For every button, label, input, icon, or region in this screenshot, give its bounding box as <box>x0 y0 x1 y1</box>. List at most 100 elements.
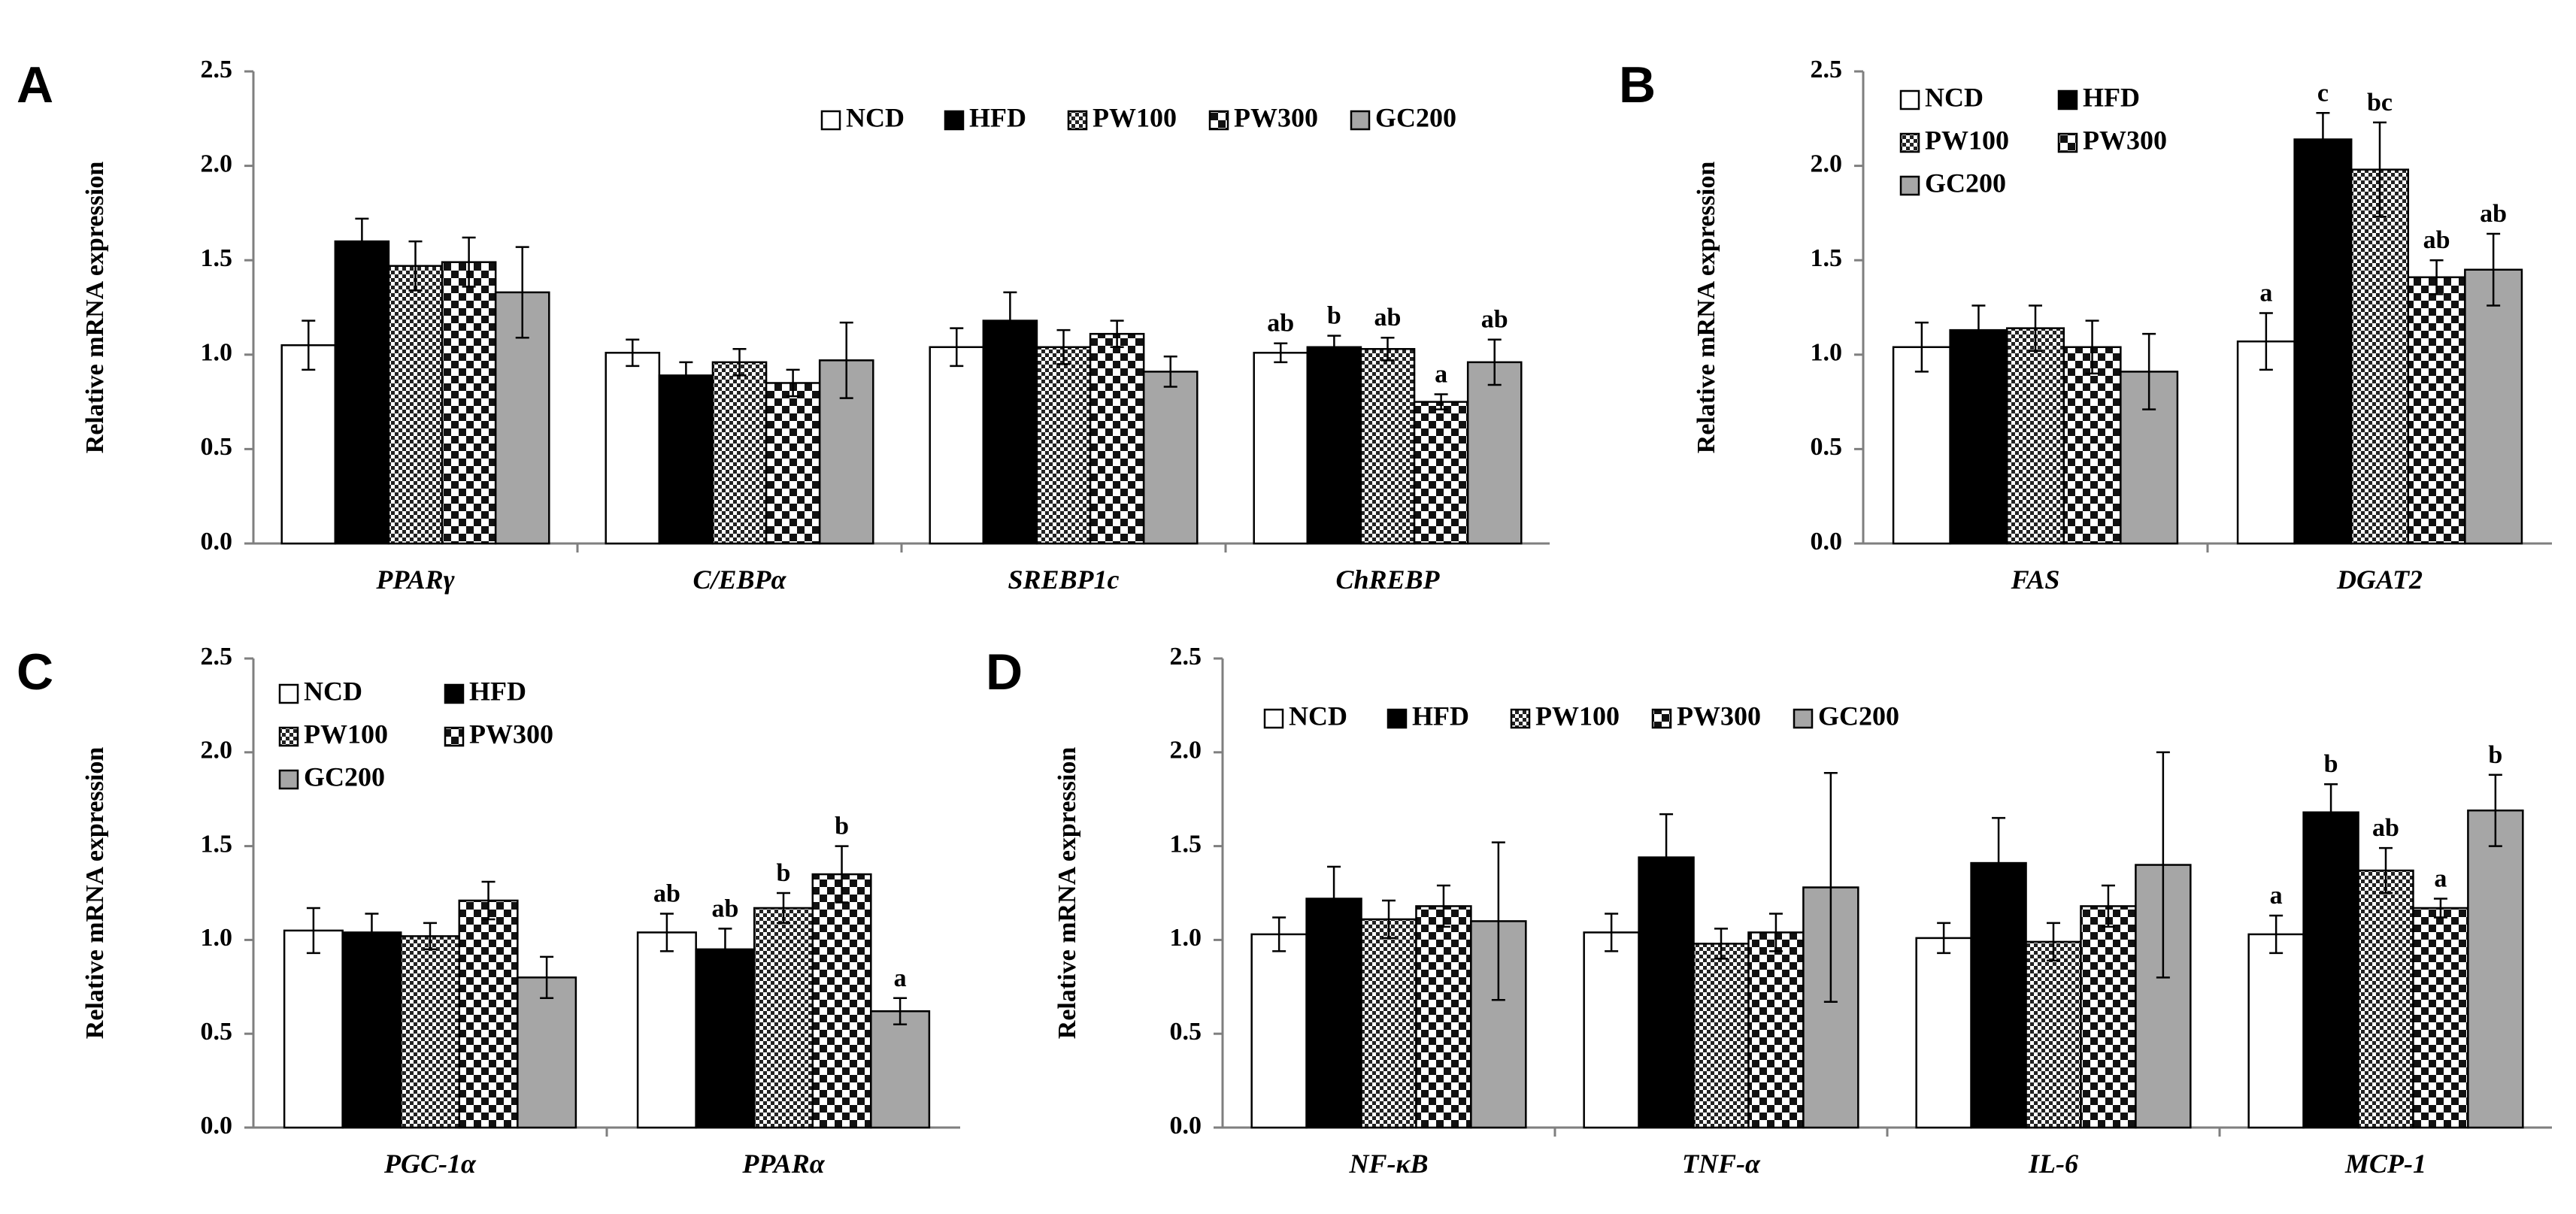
bar-ncd <box>636 931 697 1129</box>
significance-label: b <box>777 859 791 887</box>
significance-label: ab <box>2480 200 2507 228</box>
bar-pw300 <box>2407 276 2466 545</box>
legend-label: PW300 <box>1234 102 1318 132</box>
bar-ncd <box>283 929 344 1129</box>
legend-label: PW100 <box>1925 125 2009 155</box>
x-category-label: DGAT2 <box>2336 565 2423 595</box>
bar-pw300 <box>1413 401 1469 545</box>
bar-gc200 <box>517 976 577 1129</box>
legend-label: NCD <box>1925 82 1984 112</box>
bar-hfd <box>334 240 390 545</box>
y-tick-label: 1.0 <box>201 924 233 952</box>
y-tick-label: 1.5 <box>1811 244 1843 272</box>
x-category-label: C/EBPα <box>693 565 787 595</box>
bar-ncd <box>1583 931 1640 1129</box>
bar-pw100 <box>2005 327 2065 545</box>
significance-label: b <box>835 813 849 840</box>
significance-label: a <box>2434 864 2447 892</box>
panel-a: A Relative mRNA expression 0.0 0.5 1.0 1.5 2.0… <box>17 56 1550 595</box>
bar-pw100 <box>1359 348 1416 545</box>
y-tick-label: 0.5 <box>201 433 233 461</box>
significance-label: a <box>894 964 907 992</box>
significance-label: ab <box>1481 306 1508 334</box>
y-tick-label: 0.0 <box>1811 528 1843 556</box>
y-tick-label: 2.0 <box>1170 737 1202 764</box>
y-tick-label: 1.5 <box>201 830 233 858</box>
y-tick-label: 0.0 <box>1170 1112 1202 1140</box>
panel-b: B Relative mRNA expression 0.0 0.5 1.0 1.5 2.0… <box>1619 56 2552 595</box>
bar-ncd <box>605 352 661 545</box>
y-tick-label: 1.0 <box>1811 339 1843 367</box>
legend-label: PW100 <box>304 719 388 749</box>
legend-swatch-pw300 <box>1208 110 1229 131</box>
bar-pw100 <box>711 361 768 545</box>
y-tick-label: 0.0 <box>201 1112 233 1140</box>
legend-swatch-pw300 <box>444 726 465 747</box>
y-tick-label: 1.5 <box>1170 830 1202 858</box>
panel-letter: D <box>986 643 1023 701</box>
y-tick-label: 2.5 <box>1170 643 1202 671</box>
panel-d: D Relative mRNA expression 0.0 0.5 1.0 1.5 2.0… <box>986 643 2552 1179</box>
bar-ncd <box>2236 340 2296 545</box>
significance-label: a <box>1435 361 1447 389</box>
bar-hfd <box>1306 346 1362 545</box>
legend-label: GC200 <box>1375 102 1456 132</box>
panel-letter: A <box>17 56 53 114</box>
bar-gc200 <box>1142 371 1199 545</box>
legend-swatch-hfd <box>944 110 965 131</box>
bar-hfd <box>658 374 714 545</box>
bar-pw100 <box>399 935 461 1129</box>
bar-hfd <box>982 319 1038 545</box>
y-axis-label: Relative mRNA expression <box>1693 162 1720 454</box>
legend-swatch-pw100 <box>1510 708 1531 729</box>
legend-label: HFD <box>969 102 1026 132</box>
bar-pw300 <box>2412 907 2469 1129</box>
bar-pw100 <box>753 907 814 1129</box>
significance-label: b <box>2488 741 2502 769</box>
bar-pw100 <box>1360 918 1417 1129</box>
legend-swatch-ncd <box>820 110 841 131</box>
y-axis-label: Relative mRNA expression <box>1053 747 1081 1040</box>
legend-swatch-gc200 <box>1899 175 1920 196</box>
bar-gc200 <box>818 359 874 545</box>
legend-swatch-hfd <box>444 683 465 704</box>
significance-label: ab <box>653 879 680 907</box>
legend-label: PW100 <box>1093 102 1177 132</box>
x-category-label: TNF-α <box>1682 1149 1761 1179</box>
legend-label: GC200 <box>1925 168 2006 198</box>
x-category-label: FAS <box>2011 565 2060 595</box>
legend-label: NCD <box>304 676 362 706</box>
significance-label: a <box>2270 882 2283 910</box>
x-category-label: SREBP1c <box>1008 565 1119 595</box>
bar-pw300 <box>441 261 497 545</box>
y-tick-label: 2.0 <box>201 737 233 764</box>
y-tick-label: 1.0 <box>1170 924 1202 952</box>
bar-pw300 <box>2080 905 2137 1129</box>
y-tick-label: 2.5 <box>201 56 233 83</box>
panel-letter: C <box>17 643 53 701</box>
legend-swatch-gc200 <box>1350 110 1371 131</box>
bar-pw100 <box>1035 346 1092 545</box>
bar-hfd <box>695 948 756 1129</box>
bar-ncd <box>280 344 337 545</box>
bar-pw300 <box>458 899 519 1129</box>
x-category-label: ChREBP <box>1335 565 1440 595</box>
legend-label: NCD <box>1289 701 1347 731</box>
significance-label: b <box>2324 750 2338 778</box>
bar-hfd <box>2302 811 2359 1129</box>
legend-swatch-pw300 <box>2057 132 2078 153</box>
significance-label: c <box>2317 79 2329 107</box>
significance-label: ab <box>2423 226 2450 254</box>
bar-ncd <box>1253 352 1309 545</box>
significance-label: bc <box>2367 89 2393 117</box>
legend-label: HFD <box>1412 701 1469 731</box>
bar-ncd <box>1250 933 1308 1129</box>
x-category-label: PPARγ <box>375 565 454 595</box>
significance-label: a <box>2259 280 2272 307</box>
y-tick-label: 0.5 <box>201 1018 233 1046</box>
significance-label: b <box>1327 302 1341 330</box>
bar-pw100 <box>387 265 444 545</box>
legend-label: PW300 <box>469 719 553 749</box>
bar-hfd <box>341 931 402 1129</box>
